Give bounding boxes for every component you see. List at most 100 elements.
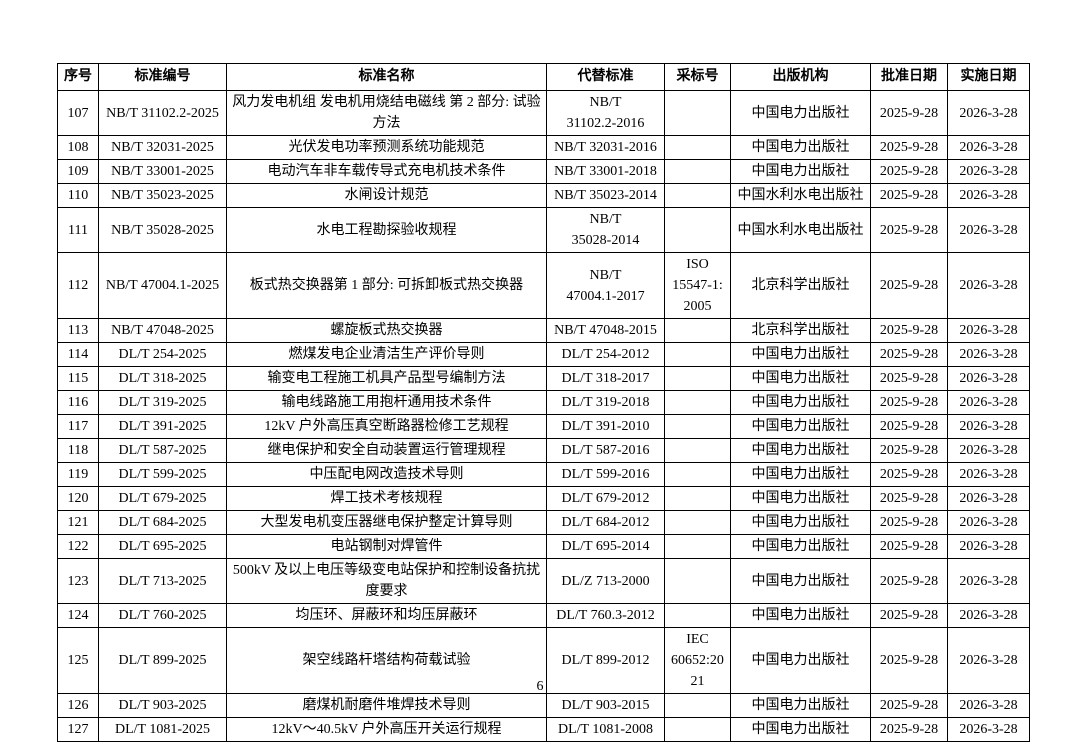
cell-standard-name: 螺旋板式热交换器 [226, 318, 547, 343]
cell-standard-code: NB/T 33001-2025 [98, 159, 227, 184]
cell-replaced-standard: DL/T 318-2017 [546, 366, 665, 391]
cell-publisher: 中国电力出版社 [730, 486, 871, 511]
cell-standard-code: DL/T 903-2025 [98, 693, 227, 718]
cell-implementation-date: 2026-3-28 [947, 390, 1030, 415]
cell-standard-code: NB/T 35028-2025 [98, 207, 227, 253]
table-row: 120 DL/T 679-2025 焊工技术考核规程 DL/T 679-2012… [57, 486, 1030, 511]
col-header-effective: 实施日期 [947, 63, 1030, 91]
cell-implementation-date: 2026-3-28 [947, 693, 1030, 718]
cell-serial-number: 113 [57, 318, 99, 343]
cell-publisher: 中国水利水电出版社 [730, 207, 871, 253]
cell-replaced-standard: DL/T 599-2016 [546, 462, 665, 487]
table-row: 115 DL/T 318-2025 输变电工程施工机具产品型号编制方法 DL/T… [57, 366, 1030, 391]
cell-approval-date: 2025-9-28 [870, 366, 948, 391]
table-row: 121 DL/T 684-2025 大型发电机变压器继电保护整定计算导则 DL/… [57, 510, 1030, 535]
cell-adopted-standard: IEC 60652:20 21 [664, 627, 731, 694]
cell-replaced-standard: DL/T 1081-2008 [546, 717, 665, 742]
cell-standard-name: 焊工技术考核规程 [226, 486, 547, 511]
cell-publisher: 中国电力出版社 [730, 342, 871, 367]
cell-adopted-standard [664, 342, 731, 367]
cell-replaced-standard: DL/T 587-2016 [546, 438, 665, 463]
standards-table-container: 序号 标准编号 标准名称 代替标准 采标号 出版机构 批准日期 实施日期 107… [57, 63, 1030, 742]
cell-standard-name: 输变电工程施工机具产品型号编制方法 [226, 366, 547, 391]
cell-publisher: 中国水利水电出版社 [730, 183, 871, 208]
cell-standard-name: 水闸设计规范 [226, 183, 547, 208]
cell-standard-name: 大型发电机变压器继电保护整定计算导则 [226, 510, 547, 535]
cell-serial-number: 124 [57, 603, 99, 628]
cell-serial-number: 108 [57, 135, 99, 160]
cell-standard-name: 12kV 户外高压真空断路器检修工艺规程 [226, 414, 547, 439]
cell-adopted-standard [664, 366, 731, 391]
table-row: 123 DL/T 713-2025 500kV 及以上电压等级变电站保护和控制设… [57, 558, 1030, 604]
cell-serial-number: 118 [57, 438, 99, 463]
cell-approval-date: 2025-9-28 [870, 462, 948, 487]
cell-approval-date: 2025-9-28 [870, 414, 948, 439]
cell-serial-number: 109 [57, 159, 99, 184]
col-header-adopted: 采标号 [664, 63, 731, 91]
cell-standard-code: DL/T 318-2025 [98, 366, 227, 391]
cell-standard-code: DL/T 899-2025 [98, 627, 227, 694]
cell-standard-name: 电站钢制对焊管件 [226, 534, 547, 559]
cell-replaced-standard: DL/T 684-2012 [546, 510, 665, 535]
cell-approval-date: 2025-9-28 [870, 534, 948, 559]
table-row: 113 NB/T 47048-2025 螺旋板式热交换器 NB/T 47048-… [57, 318, 1030, 343]
cell-replaced-standard: NB/T 47004.1-2017 [546, 252, 665, 319]
cell-implementation-date: 2026-3-28 [947, 183, 1030, 208]
cell-publisher: 中国电力出版社 [730, 438, 871, 463]
cell-replaced-standard: DL/T 760.3-2012 [546, 603, 665, 628]
cell-standard-name: 继电保护和安全自动装置运行管理规程 [226, 438, 547, 463]
cell-implementation-date: 2026-3-28 [947, 159, 1030, 184]
cell-publisher: 中国电力出版社 [730, 627, 871, 694]
cell-implementation-date: 2026-3-28 [947, 558, 1030, 604]
cell-serial-number: 119 [57, 462, 99, 487]
cell-publisher: 中国电力出版社 [730, 135, 871, 160]
cell-adopted-standard [664, 693, 731, 718]
cell-approval-date: 2025-9-28 [870, 510, 948, 535]
table-row: 110 NB/T 35023-2025 水闸设计规范 NB/T 35023-20… [57, 183, 1030, 208]
cell-implementation-date: 2026-3-28 [947, 318, 1030, 343]
col-header-code: 标准编号 [98, 63, 227, 91]
cell-standard-name: 水电工程勘探验收规程 [226, 207, 547, 253]
cell-serial-number: 116 [57, 390, 99, 415]
cell-publisher: 中国电力出版社 [730, 558, 871, 604]
cell-publisher: 中国电力出版社 [730, 693, 871, 718]
cell-standard-code: DL/T 254-2025 [98, 342, 227, 367]
cell-publisher: 北京科学出版社 [730, 318, 871, 343]
cell-adopted-standard [664, 717, 731, 742]
cell-implementation-date: 2026-3-28 [947, 414, 1030, 439]
cell-replaced-standard: DL/T 903-2015 [546, 693, 665, 718]
cell-implementation-date: 2026-3-28 [947, 438, 1030, 463]
col-header-approved: 批准日期 [870, 63, 948, 91]
cell-adopted-standard [664, 534, 731, 559]
cell-serial-number: 111 [57, 207, 99, 253]
cell-standard-code: DL/T 587-2025 [98, 438, 227, 463]
table-row: 125 DL/T 899-2025 架空线路杆塔结构荷载试验 DL/T 899-… [57, 627, 1030, 694]
cell-implementation-date: 2026-3-28 [947, 135, 1030, 160]
table-header-row: 序号 标准编号 标准名称 代替标准 采标号 出版机构 批准日期 实施日期 [57, 63, 1030, 91]
cell-standard-name: 均压环、屏蔽环和均压屏蔽环 [226, 603, 547, 628]
cell-implementation-date: 2026-3-28 [947, 462, 1030, 487]
cell-replaced-standard: DL/T 319-2018 [546, 390, 665, 415]
cell-standard-code: DL/T 599-2025 [98, 462, 227, 487]
cell-standard-code: DL/T 760-2025 [98, 603, 227, 628]
cell-approval-date: 2025-9-28 [870, 183, 948, 208]
cell-serial-number: 121 [57, 510, 99, 535]
cell-adopted-standard [664, 603, 731, 628]
col-header-no: 序号 [57, 63, 99, 91]
page-number: 6 [536, 679, 544, 694]
cell-publisher: 中国电力出版社 [730, 717, 871, 742]
cell-serial-number: 127 [57, 717, 99, 742]
cell-adopted-standard [664, 486, 731, 511]
standards-table-body: 107 NB/T 31102.2-2025 风力发电机组 发电机用烧结电磁线 第… [57, 90, 1030, 742]
cell-approval-date: 2025-9-28 [870, 717, 948, 742]
cell-publisher: 中国电力出版社 [730, 90, 871, 136]
cell-standard-code: DL/T 679-2025 [98, 486, 227, 511]
cell-adopted-standard: ISO 15547-1: 2005 [664, 252, 731, 319]
cell-implementation-date: 2026-3-28 [947, 252, 1030, 319]
cell-standard-name: 500kV 及以上电压等级变电站保护和控制设备抗扰度要求 [226, 558, 547, 604]
cell-serial-number: 112 [57, 252, 99, 319]
table-row: 126 DL/T 903-2025 磨煤机耐磨件堆焊技术导则 DL/T 903-… [57, 693, 1030, 718]
cell-approval-date: 2025-9-28 [870, 318, 948, 343]
cell-adopted-standard [664, 90, 731, 136]
cell-adopted-standard [664, 135, 731, 160]
